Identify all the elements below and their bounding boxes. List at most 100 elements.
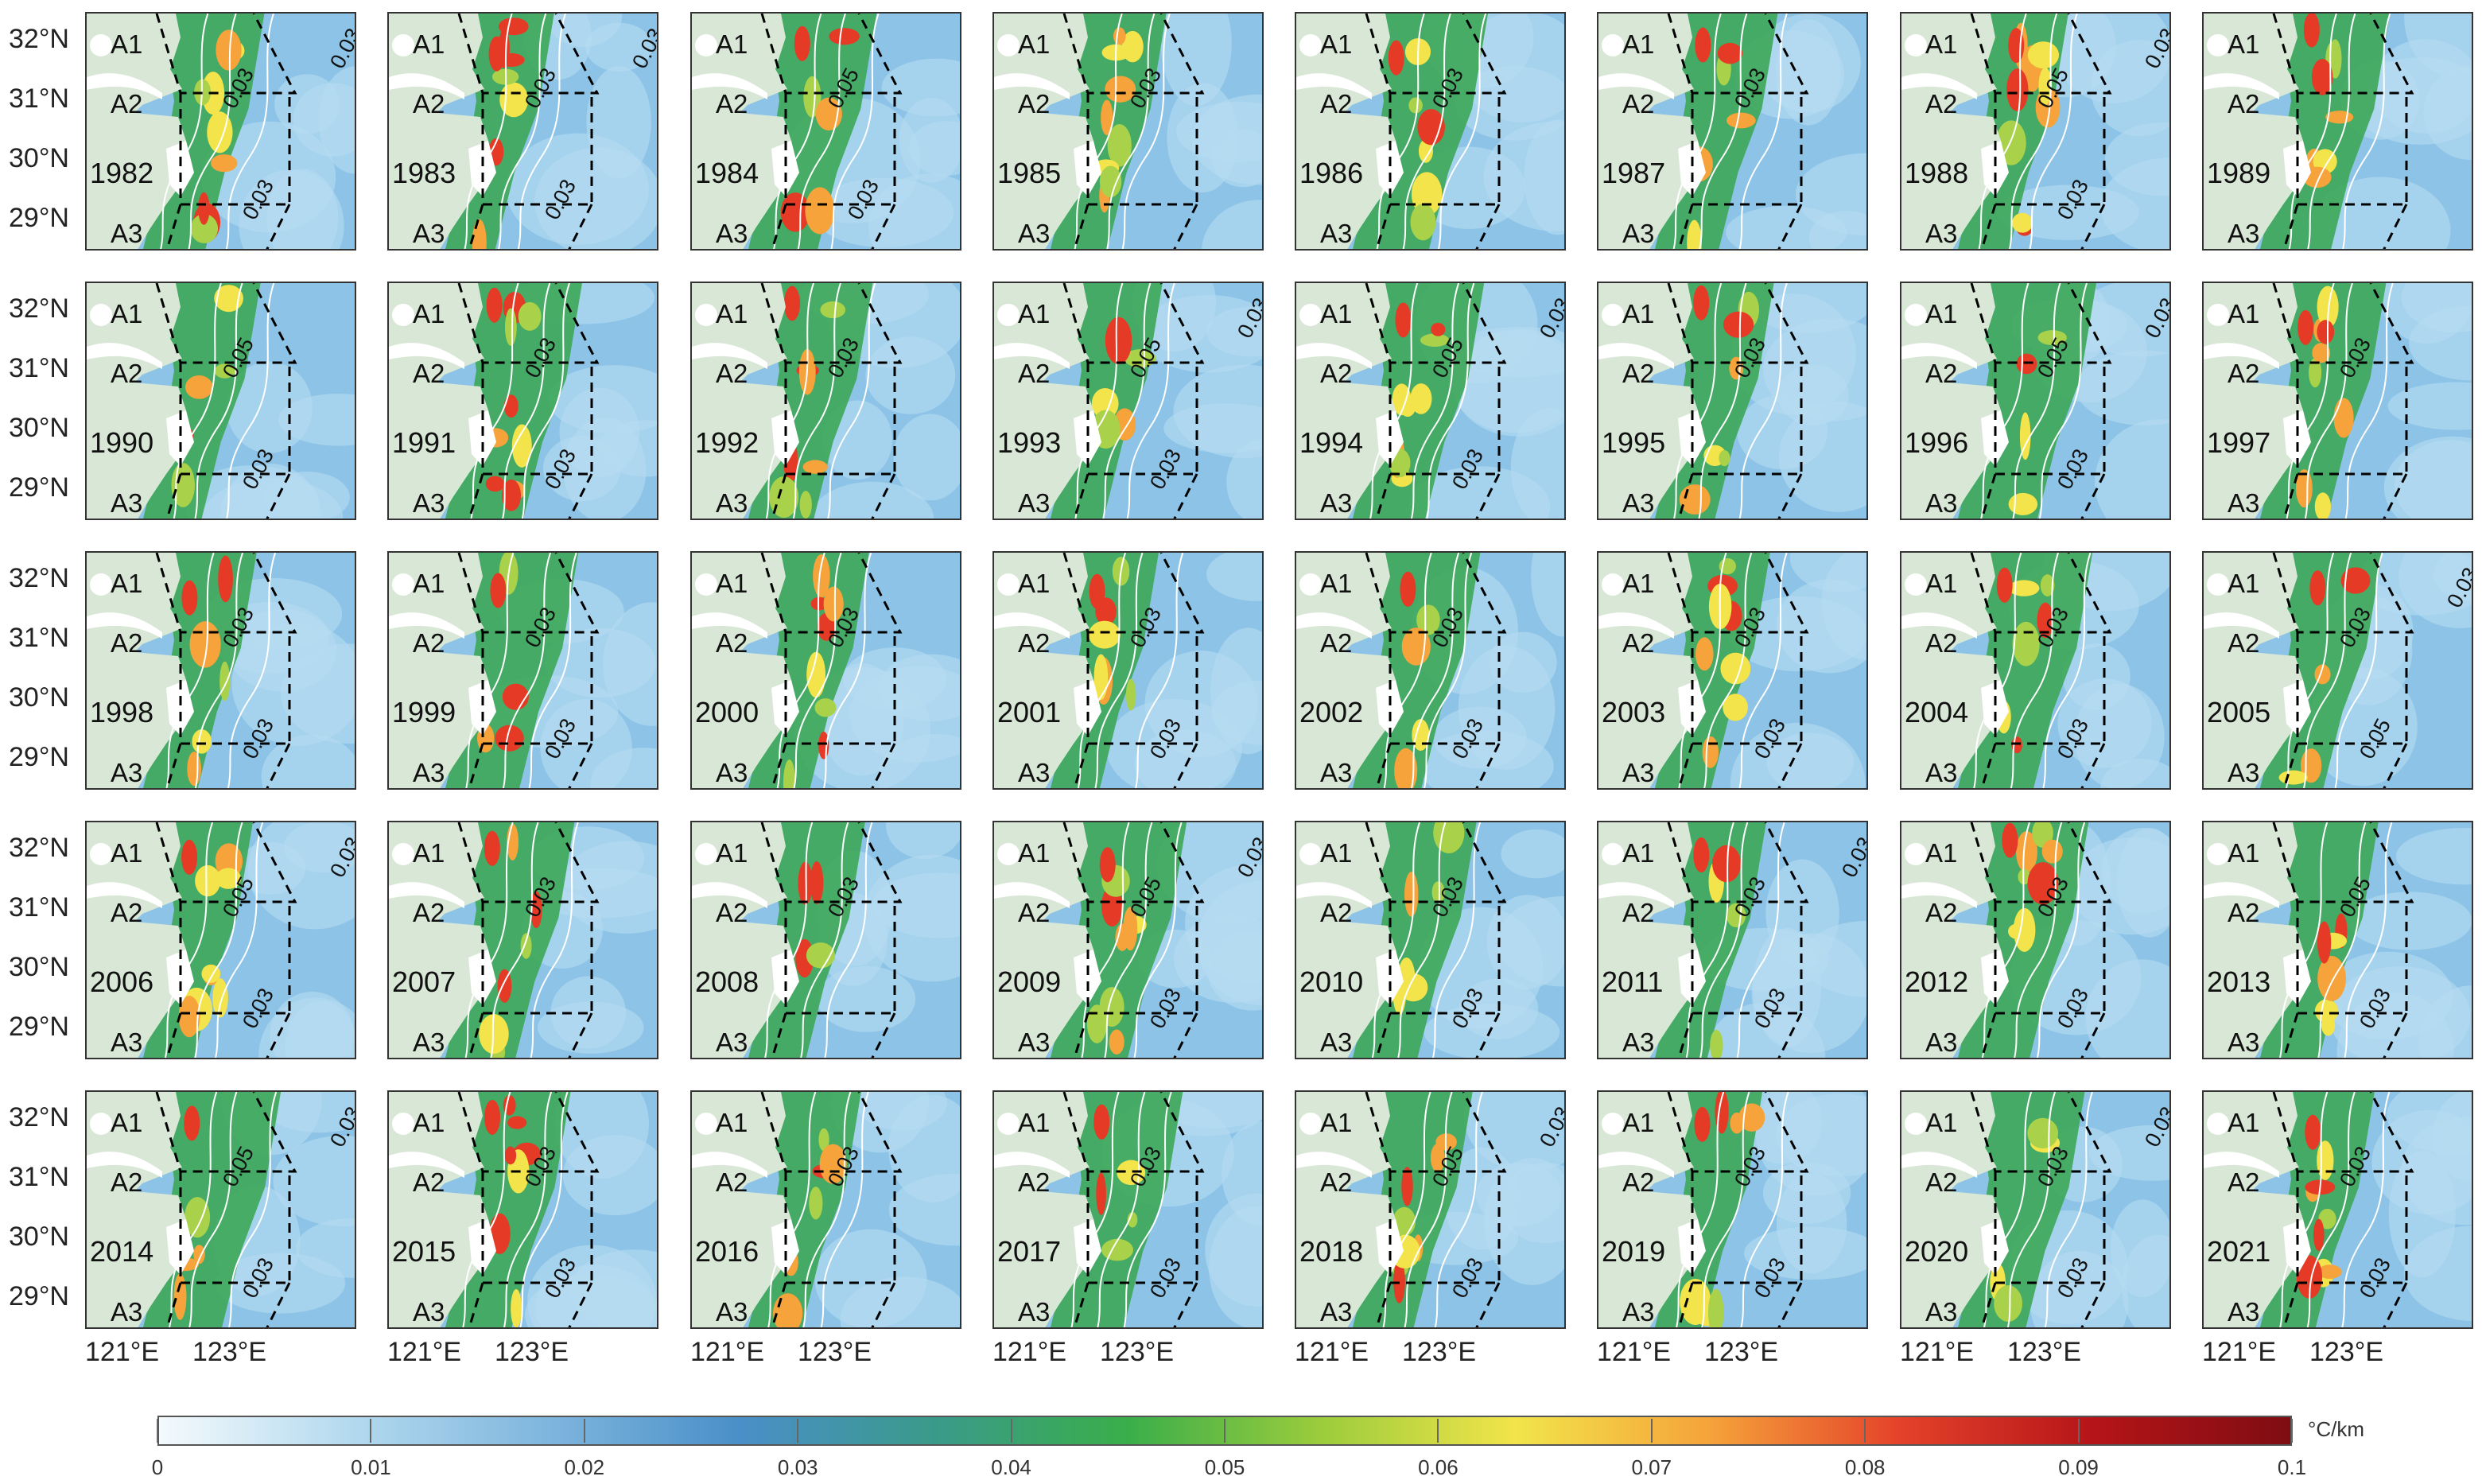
region-label-a2: A2 [1622,359,1655,388]
region-box-a3 [2282,1282,2408,1327]
contour-line [226,283,275,519]
year-label: 2018 [1299,1235,1364,1268]
map-panel-1986: A1 A2 A3 1986 0.03 [1295,12,1566,251]
sea-texture [2099,157,2169,249]
island [1981,950,2009,1005]
year-label: 1984 [695,157,759,189]
gradient-field [2204,14,2472,249]
sea-texture [865,336,956,414]
contour-line [1699,14,1748,249]
region-label-a2: A2 [1018,1167,1051,1197]
gradient-hotspot [1093,654,1109,701]
region-label-a3: A3 [1320,219,1353,248]
year-label: 1992 [695,426,759,459]
coast-feature [2207,34,2229,56]
map-panel-grid: A1 A2 A3 1982 0.03 0.03 0.03 32°N 31°N 30°N 29°N A1… [9,12,2473,1367]
region-box-a2 [1086,93,1198,206]
map-panel-2005: A1 A2 A3 2005 0.03 0.05 0.03 [2202,551,2473,790]
river-estuary [1901,73,1977,99]
contour-line [2342,14,2391,249]
coast-feature [392,843,414,865]
colorbar-tick [2077,1419,2080,1443]
gradient-hotspot [1109,1029,1124,1055]
river-estuary [994,343,1070,369]
contour-line [1738,553,1788,788]
island [1981,410,2009,466]
region-label-a1: A1 [1925,29,1958,59]
region-box-a2 [2296,632,2408,745]
contour-line [1126,283,1175,519]
region-box-a3 [1073,1282,1198,1327]
colorbar-tick [797,1419,799,1443]
contour-line [765,283,814,519]
gradient-field [87,822,355,1058]
region-box-a1 [1970,553,2112,634]
gradient-field [389,553,657,788]
land-area [87,1092,186,1327]
region-box-a2 [481,363,593,476]
gradient-field [87,283,355,519]
region-label-a3: A3 [2228,1028,2260,1057]
gradient-field [1296,1092,1564,1327]
contour-line [2012,283,2061,519]
colorbar-tick [1010,1419,1012,1443]
region-box-a3 [1073,743,1198,788]
coast-feature [2207,843,2229,865]
contour-line [2317,822,2367,1058]
contour-line [1404,1092,1453,1327]
island [1074,950,1101,1005]
region-label-a2: A2 [413,359,445,388]
gradient-hotspot [780,192,810,232]
region-label-a3: A3 [413,758,445,787]
region-label-a1: A1 [1622,838,1655,868]
island [166,680,194,736]
gradient-hotspot [2002,822,2018,858]
latitude-tick-label: 32°N [9,24,69,54]
gradient-hotspot [190,214,219,243]
sea-texture [2094,419,2169,519]
sea-texture [1821,553,1866,661]
land-area [2204,14,2303,249]
river-estuary [1598,343,1674,369]
land-area [994,283,1093,519]
region-box-a1 [760,553,903,634]
region-label-a2: A2 [413,898,445,927]
land-area [1296,822,1396,1058]
sea-texture [1222,1121,1262,1226]
region-label-a1: A1 [413,299,445,328]
gradient-hotspot [1416,604,1440,635]
region-label-a2: A2 [716,1167,748,1197]
sea-texture [1160,14,1232,107]
longitude-tick-label: 123°E [2309,1337,2384,1367]
land-area [1901,1092,2001,1327]
region-box-a1 [760,14,903,95]
latitude-tick-label: 30°N [9,1222,69,1252]
region-label-a1: A1 [111,1108,143,1137]
region-label-a1: A1 [1320,299,1353,328]
map-panel-2007: A1 A2 A3 2007 0.03 [387,821,658,1059]
contour-line [498,14,547,249]
contour-line [2036,822,2086,1058]
river-estuary [994,73,1070,99]
gradient-hotspot [504,308,517,346]
gradient-hotspot [484,1099,501,1135]
longitude-tick-label: 123°E [1402,1337,1477,1367]
region-box-a3 [2282,743,2408,788]
gradient-field [389,822,657,1058]
coast-feature [997,843,1020,865]
region-box-a1 [1062,553,1205,634]
map-panel-1997: A1 A2 A3 1997 0.03 [2202,282,2473,520]
contour-line [2286,283,2335,519]
contour-line [1094,553,1144,788]
region-label-a2: A2 [1320,89,1353,118]
river-estuary [1296,343,1372,369]
colorbar-tick-label: 0.01 [351,1455,391,1479]
gradient-hotspot [1089,573,1105,609]
region-box-a2 [481,632,593,745]
region-box-a2 [481,93,593,206]
region-box-a2 [179,632,291,745]
gradient-hotspot [802,460,828,474]
gradient-hotspot [184,1105,200,1141]
region-box-a2 [2296,1171,2408,1284]
coast-feature [997,34,1020,56]
